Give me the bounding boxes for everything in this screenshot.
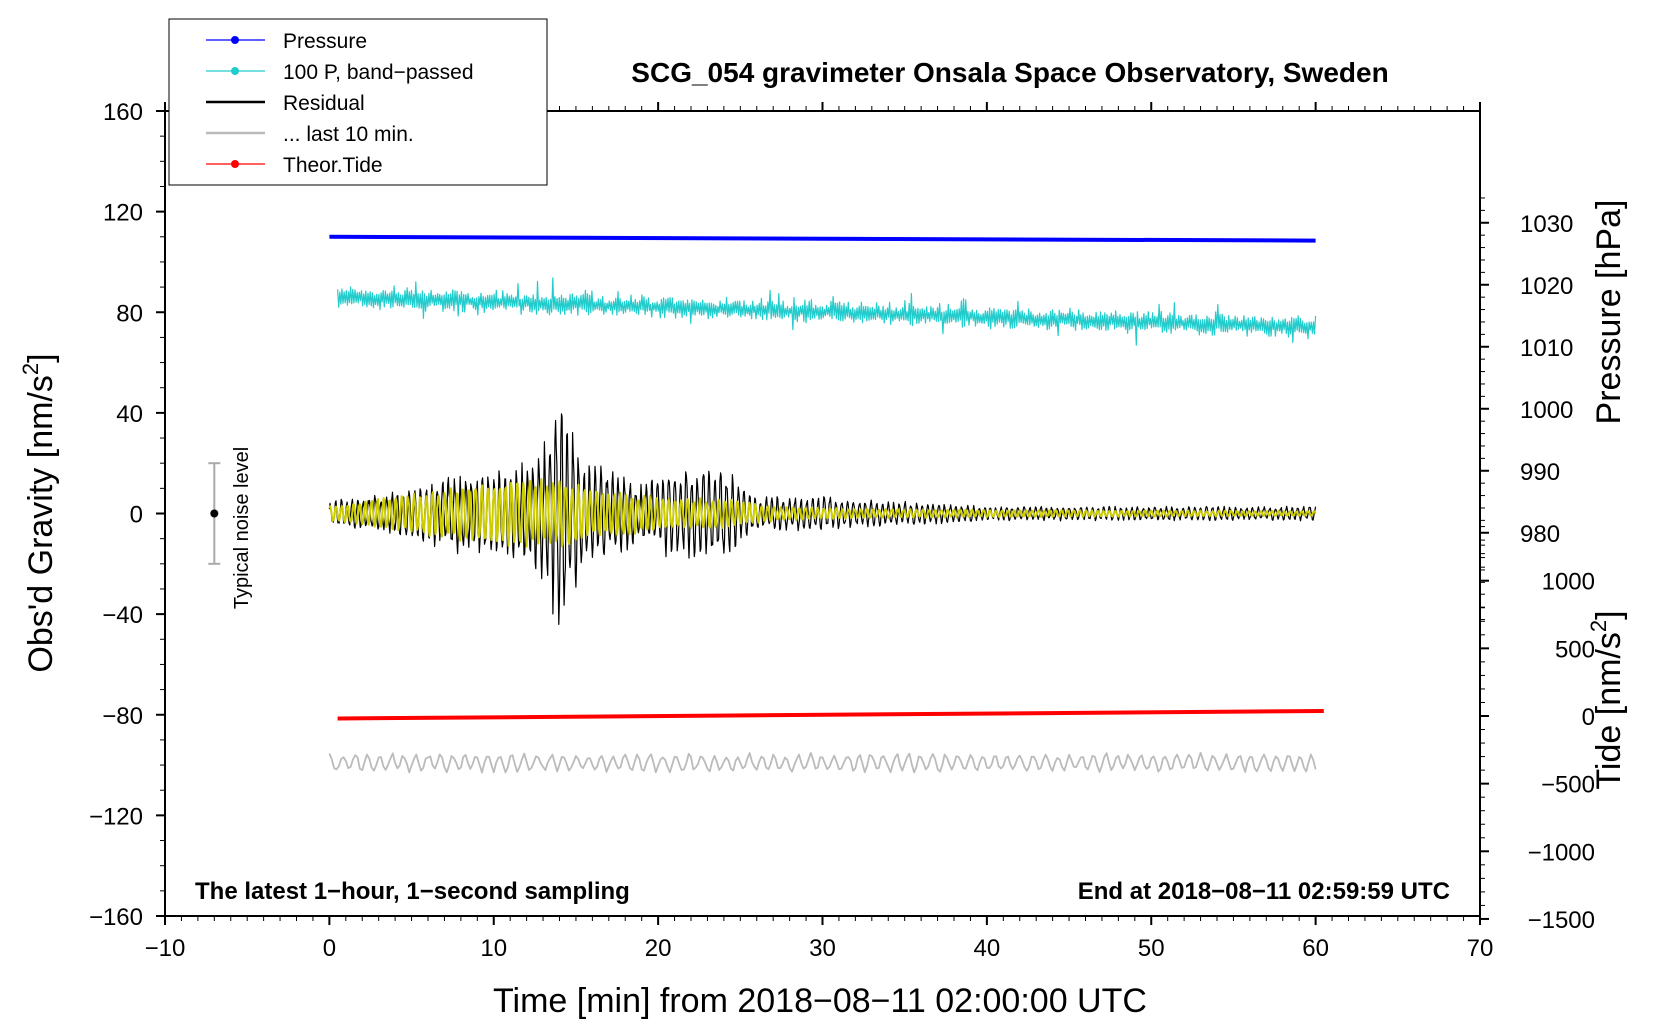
x-tick-label: 10: [480, 935, 507, 962]
y-tick-label: 160: [103, 99, 143, 126]
legend-label: Theor.Tide: [283, 154, 383, 177]
annotation-left: The latest 1−hour, 1−second sampling: [195, 878, 630, 905]
x-tick-label: 40: [974, 935, 1001, 962]
pressure-tick-label: 980: [1520, 521, 1560, 548]
x-tick-label: −10: [145, 935, 186, 962]
legend-swatch-marker: [231, 67, 239, 75]
legend-items: Pressure 100 P, band−passed Residual ... la…: [206, 30, 474, 177]
legend-label: Pressure: [283, 30, 367, 53]
legend-swatch-marker: [231, 160, 239, 168]
x-tick-label: 0: [323, 935, 336, 962]
y-tick-label: −120: [89, 803, 143, 830]
y-tick-label: 40: [116, 401, 143, 428]
x-axis-title: Time [min] from 2018−08−11 02:00:00 UTC: [493, 982, 1147, 1020]
legend-swatch-marker: [231, 36, 239, 44]
tide-tick-label: −500: [1541, 772, 1595, 799]
y-tick-label: −160: [89, 904, 143, 931]
y-axis-title-tide-close: ]: [1590, 610, 1628, 619]
y-axis-title-pressure: Pressure [hPa]: [1590, 200, 1628, 425]
noise-level-dot: [210, 509, 219, 518]
pressure-line: [329, 234, 1316, 243]
x-tick-label: 20: [645, 935, 672, 962]
series-layer: [328, 234, 1324, 774]
tide-tick-label: −1500: [1528, 907, 1595, 934]
y-axis-title-left: Obs'd Gravity [nm/s2]: [18, 353, 60, 672]
tide-tick-label: 0: [1582, 704, 1595, 731]
y-axis-title-left-text: Obs'd Gravity [nm/s: [22, 375, 60, 672]
pressure-tick-label: 1020: [1520, 273, 1573, 300]
pressure-tick-label: 1030: [1520, 211, 1573, 238]
theor-tide-line: [337, 709, 1324, 721]
annotation-right: End at 2018−08−11 02:59:59 UTC: [1078, 878, 1450, 905]
residual-filtered-line: [328, 478, 1317, 548]
y-axis-title-tide-text: Tide [nm/s: [1590, 632, 1628, 789]
chart-title: SCG_054 gravimeter Onsala Space Observat…: [631, 57, 1388, 88]
last-10-min-line: [328, 751, 1317, 774]
x-tick-label: 30: [809, 935, 836, 962]
x-tick-label: 50: [1138, 935, 1165, 962]
noise-level-label: Typical noise level: [231, 447, 253, 609]
y-tick-label: 80: [116, 300, 143, 327]
legend: Pressure 100 P, band−passed Residual ... la…: [168, 18, 548, 186]
y-axis-title-tide: Tide [nm/s2]: [1586, 610, 1628, 789]
tide-tick-label: −1000: [1528, 839, 1595, 866]
pressure-tick-label: 1010: [1520, 335, 1573, 362]
tide-tick-label: 500: [1555, 636, 1595, 663]
pressure-tick-label: 990: [1520, 459, 1560, 486]
y-tick-label: −40: [102, 602, 143, 629]
legend-label: 100 P, band−passed: [283, 61, 474, 84]
band-passed-pressure-line: [337, 277, 1317, 346]
y-axis-title-left-close: ]: [22, 353, 60, 362]
y-tick-label: 0: [130, 502, 143, 529]
y-axis-title-tide-sup: 2: [1586, 620, 1611, 632]
noise-level-marker: Typical noise level: [208, 447, 253, 609]
x-tick-label: 70: [1467, 935, 1494, 962]
legend-label: ... last 10 min.: [283, 123, 414, 146]
legend-label: Residual: [283, 92, 365, 115]
y-tick-label: −80: [102, 703, 143, 730]
y-tick-label: 120: [103, 200, 143, 227]
y-axis-title-left-sup: 2: [18, 363, 43, 375]
pressure-tick-label: 1000: [1520, 397, 1573, 424]
axis-ticks: −10 0 10 20 30 40 50 60 70−160−120−80−4004080120…: [89, 99, 1595, 962]
x-tick-label: 60: [1302, 935, 1329, 962]
tide-tick-label: 1000: [1542, 569, 1595, 596]
